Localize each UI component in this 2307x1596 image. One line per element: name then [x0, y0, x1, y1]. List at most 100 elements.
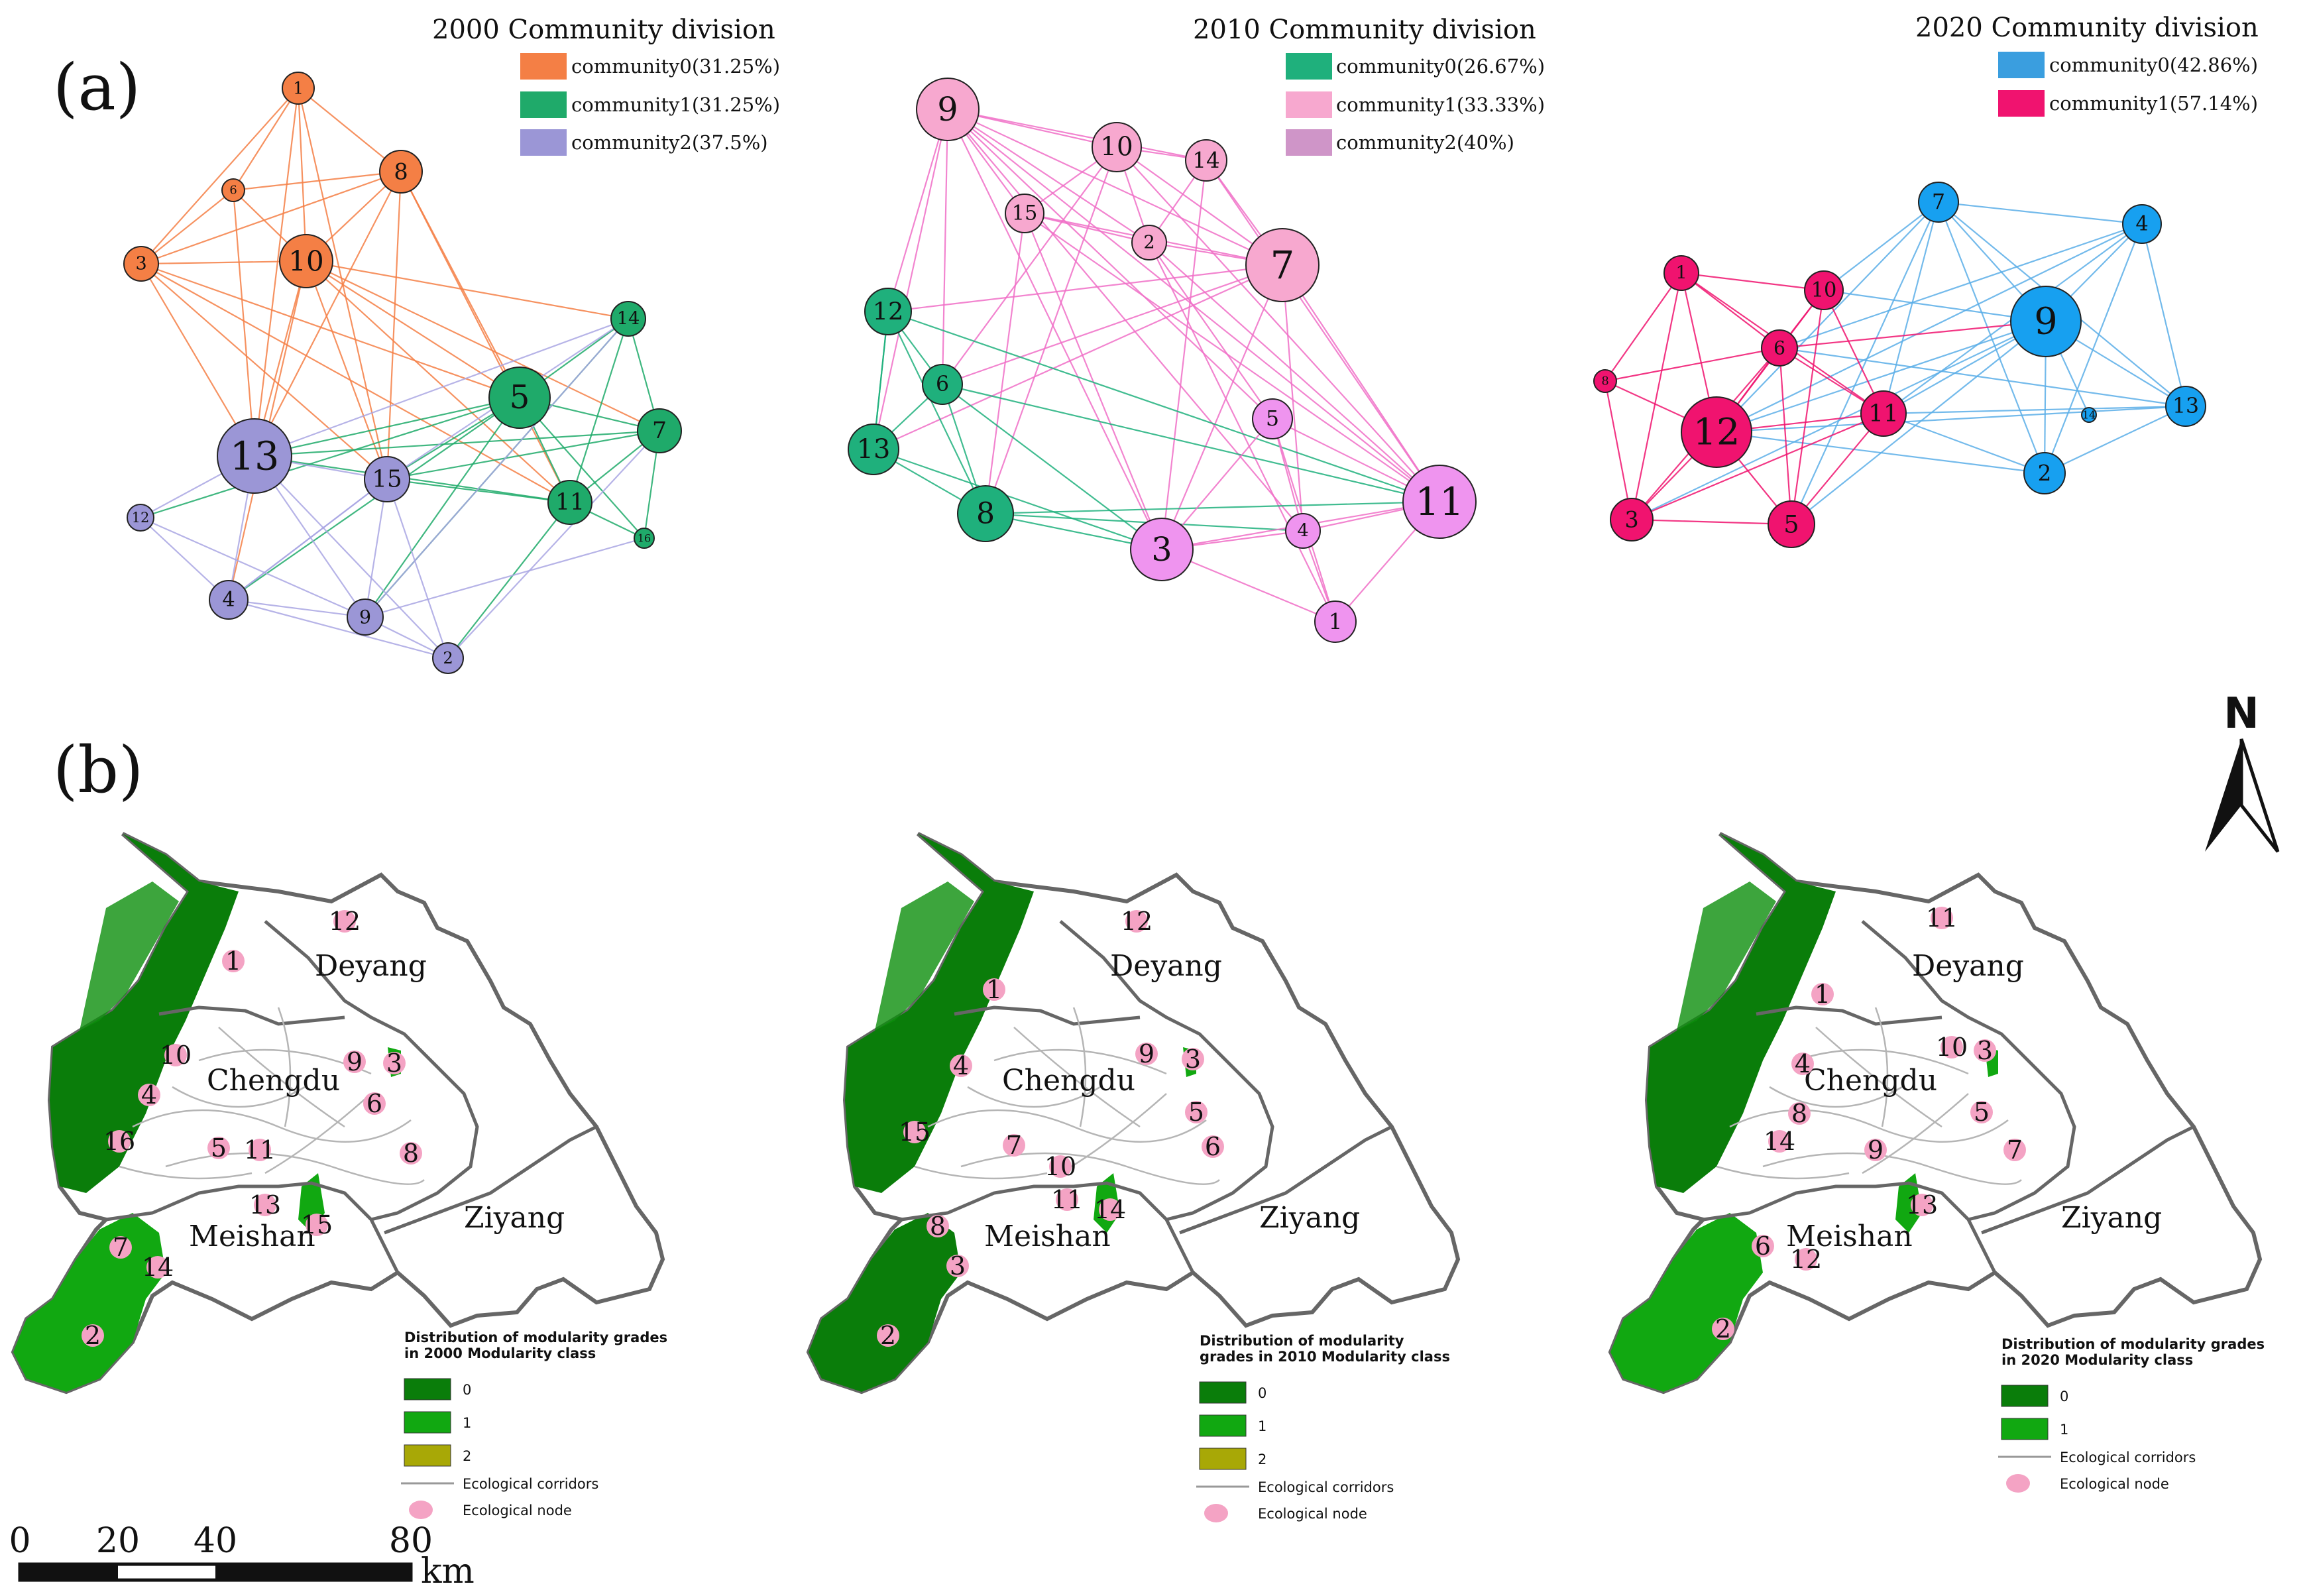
- network-edge: [1149, 242, 1273, 420]
- network-edge: [1149, 242, 1336, 622]
- network-node-label: 3: [1624, 507, 1638, 533]
- map-node-label: 8: [930, 1212, 946, 1241]
- map-node-marker: [1795, 1248, 1817, 1271]
- map-inner-boundary: [1703, 1181, 1997, 1274]
- map-node-label: 13: [1906, 1190, 1938, 1220]
- map-node-marker: [1712, 1318, 1734, 1340]
- network-edge: [519, 397, 645, 539]
- network-edge: [140, 516, 366, 618]
- network-node-circle: [282, 72, 315, 105]
- network-node-circle: [1860, 390, 1907, 437]
- network-node-circle: [848, 424, 899, 475]
- network-edge: [1149, 242, 1440, 502]
- network-node: 10: [279, 234, 333, 288]
- map-inner-boundary: [1179, 1125, 1393, 1235]
- network-edge: [365, 397, 520, 618]
- map-inner-boundary: [158, 1005, 345, 1026]
- network-node-circle: [864, 288, 912, 335]
- map-node-label: 6: [1205, 1132, 1221, 1161]
- network-node-label: 2: [1143, 233, 1154, 253]
- legend-swatch-community1: [1998, 90, 2045, 117]
- network-node-label: 16: [638, 532, 651, 545]
- map-node-marker: [1003, 1134, 1025, 1157]
- map-ecological-node: 10: [1044, 1152, 1076, 1181]
- network-edge: [1160, 160, 1208, 550]
- map-node-marker: [400, 1142, 422, 1165]
- network-edge: [254, 455, 571, 504]
- network-edge: [228, 598, 449, 659]
- map-ecological-node: 4: [1791, 1049, 1814, 1078]
- network-edge: [1681, 272, 1825, 292]
- map-node-label: 16: [103, 1127, 135, 1156]
- network-edge: [942, 383, 1440, 503]
- network-node-label: 4: [222, 589, 235, 612]
- map-node-marker: [146, 1256, 169, 1279]
- network-node-circle: [221, 178, 245, 202]
- network-edge: [1716, 431, 2045, 475]
- network-edge: [305, 260, 388, 480]
- network-node-circle: [127, 504, 154, 532]
- network-edge: [1281, 264, 1304, 532]
- map-legend-title-line2: grades in 2010 Modularity class: [1200, 1349, 1450, 1365]
- network-edge: [1779, 347, 2186, 408]
- network-node-circle: [637, 408, 682, 453]
- network-node: 7: [1918, 182, 1959, 223]
- map-node-label: 8: [403, 1139, 419, 1168]
- map-legend-class-label: 0: [1258, 1385, 1266, 1401]
- legend-swatch-community0: [1286, 53, 1332, 80]
- network-node-circle: [279, 234, 333, 288]
- map-ecological-node: 2: [82, 1321, 104, 1350]
- map-ecological-node: 15: [899, 1117, 930, 1147]
- map-node-marker: [108, 1130, 131, 1153]
- network-node: 10: [1804, 270, 1844, 310]
- network-node-circle: [2023, 452, 2066, 494]
- network-node-circle: [922, 364, 963, 405]
- network-node: 5: [488, 367, 551, 429]
- map-ecological-node: 14: [1764, 1127, 1795, 1156]
- network-node-circle: [488, 367, 551, 429]
- network-node-label: 5: [510, 379, 530, 416]
- network-edge: [233, 87, 299, 191]
- legend-swatch-community2: [520, 129, 567, 156]
- network-edge: [1790, 290, 1825, 525]
- network-edge: [232, 190, 256, 457]
- map-legend-title-line2: in 2000 Modularity class: [404, 1345, 596, 1361]
- scale-tick-0: 0: [9, 1521, 30, 1561]
- network-edge: [1791, 413, 1884, 525]
- network-2010-title: 2010 Community division: [1193, 15, 1536, 45]
- map-node-marker: [254, 1194, 276, 1216]
- network-node: 6: [922, 364, 963, 405]
- map-node-marker: [1811, 983, 1834, 1005]
- map-inner-boundary: [105, 1181, 400, 1274]
- legend-label-community0: community0(31.25%): [571, 55, 780, 78]
- map-node-label: 12: [329, 907, 361, 936]
- map-node-marker: [1941, 1036, 1963, 1058]
- network-edge: [141, 190, 234, 264]
- map-legend-node-label: Ecological node: [2060, 1476, 2169, 1492]
- map-ecological-node: 3: [1974, 1036, 1996, 1065]
- legend-label-community1: community1(33.33%): [1336, 93, 1545, 116]
- map-node-marker: [1791, 1053, 1814, 1075]
- map-ecological-node: 6: [363, 1089, 386, 1118]
- map-legend-title-line1: Distribution of modularity: [1200, 1333, 1404, 1349]
- network-edge: [1681, 272, 1780, 349]
- network-node: 1: [282, 72, 315, 105]
- network-node: 15: [364, 456, 410, 502]
- network-node-circle: [217, 418, 292, 494]
- map-node-marker: [306, 1214, 328, 1236]
- network-node-circle: [547, 480, 592, 525]
- map-node-label: 7: [113, 1233, 129, 1262]
- network-node-label: 4: [1297, 521, 1308, 542]
- map-node-label: 3: [950, 1251, 966, 1281]
- map-ecological-node: 3: [946, 1251, 969, 1281]
- network-edge: [400, 171, 571, 503]
- map-node-label: 14: [1094, 1195, 1126, 1224]
- network-2020-title: 2020 Community division: [1915, 13, 2259, 43]
- map-ecological-node: 13: [249, 1190, 281, 1220]
- map-node-marker: [1911, 1194, 1933, 1216]
- map-ecological-node: 9: [1864, 1135, 1887, 1165]
- city-label-deyang: Deyang: [315, 949, 427, 983]
